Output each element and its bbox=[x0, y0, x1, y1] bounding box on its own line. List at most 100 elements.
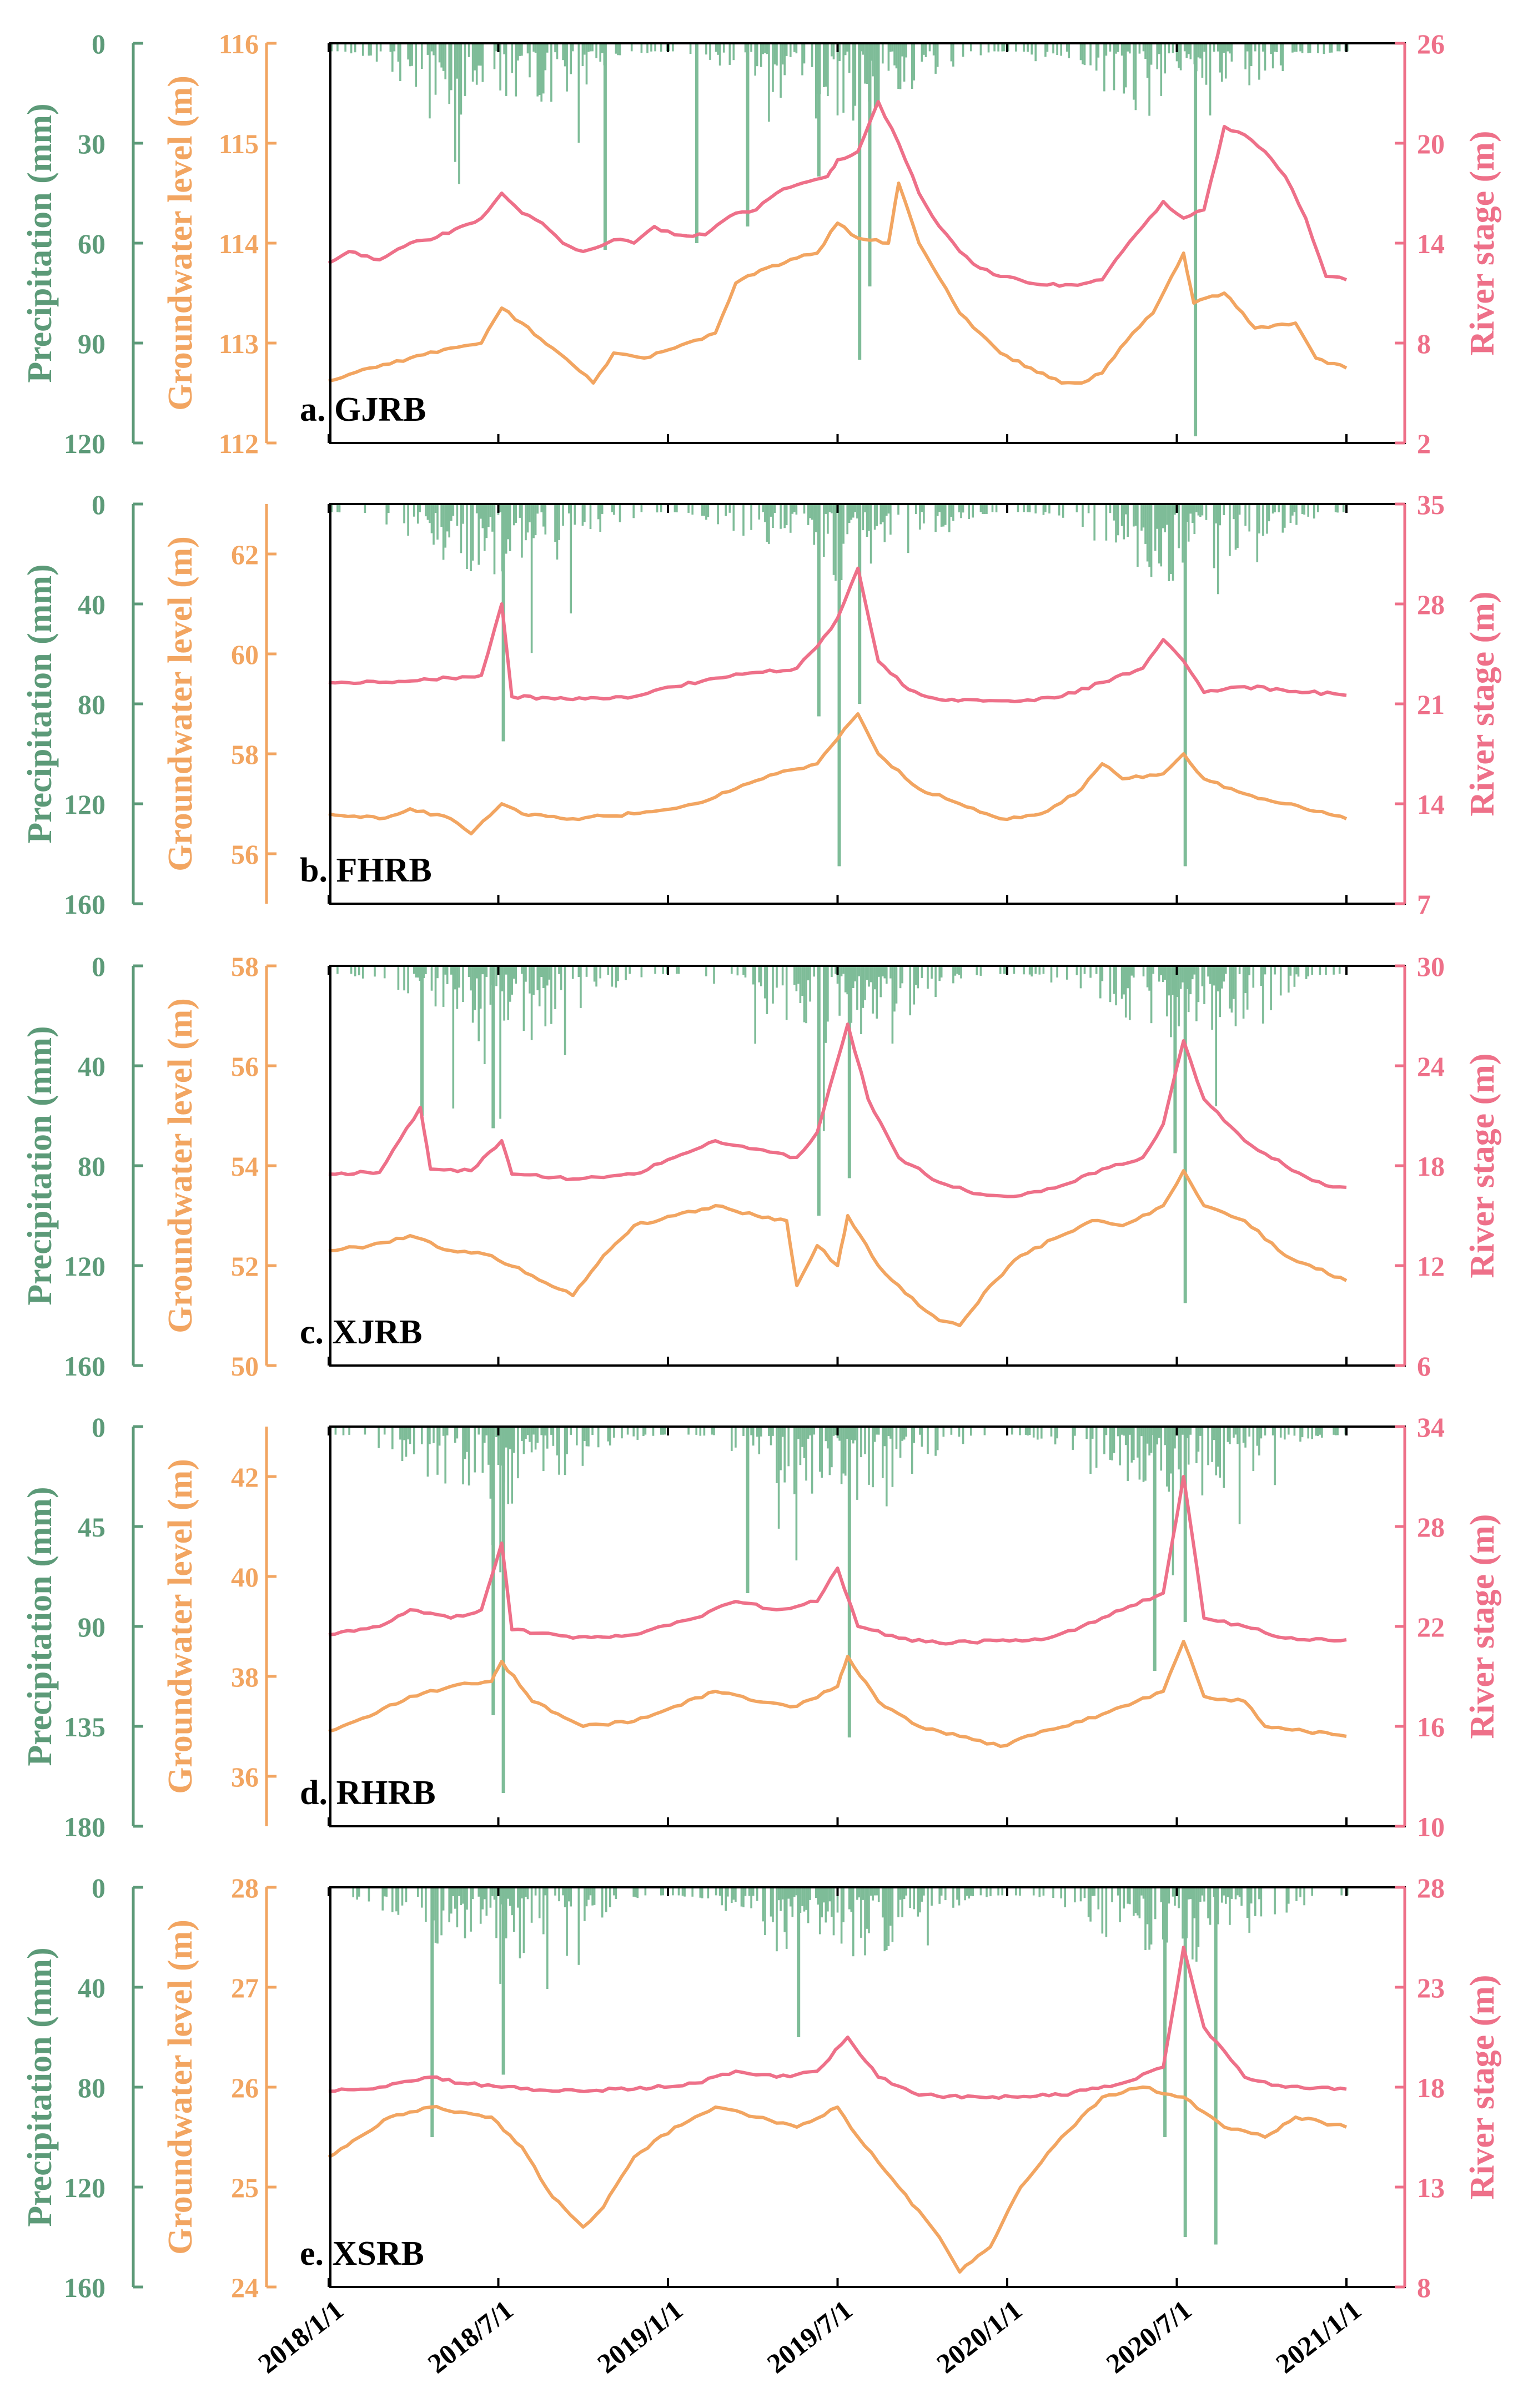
precipitation-bar bbox=[1192, 504, 1194, 523]
precipitation-bar bbox=[558, 504, 560, 540]
precipitation-bar bbox=[1023, 43, 1025, 52]
precipitation-bar bbox=[1238, 966, 1241, 974]
precipitation-bar bbox=[835, 1427, 837, 1435]
precipitation-bar bbox=[454, 1427, 456, 1443]
precipitation-bar bbox=[868, 1427, 870, 1485]
precipitation-bar bbox=[413, 1427, 415, 1454]
precipitation-bar bbox=[462, 504, 464, 524]
precipitation-axis-title: Precipitation (mm) bbox=[21, 1947, 59, 2226]
precipitation-bar bbox=[940, 966, 943, 978]
precipitation-bar bbox=[772, 966, 774, 1004]
precipitation-bar bbox=[936, 1427, 939, 1450]
precipitation-bar bbox=[813, 966, 815, 977]
precipitation-bar bbox=[862, 1887, 864, 1900]
precipitation-bar bbox=[505, 43, 507, 96]
precipitation-bar bbox=[811, 1427, 813, 1494]
precipitation-bar bbox=[852, 1427, 855, 1444]
precipitation-bar bbox=[425, 504, 427, 517]
precipitation-bar bbox=[934, 966, 937, 998]
precipitation-bar bbox=[444, 43, 446, 79]
river-tick-label: 24 bbox=[1417, 1051, 1445, 1082]
precipitation-bar bbox=[750, 1887, 752, 1908]
precipitation-bar bbox=[567, 504, 570, 513]
x-tick-label: 2018/1/1 bbox=[252, 2294, 349, 2380]
precipitation-bar bbox=[1225, 1887, 1227, 1904]
precipitation-bar bbox=[1060, 43, 1062, 56]
precipitation-bar bbox=[1270, 43, 1272, 54]
precipitation-bar bbox=[513, 504, 515, 526]
precipitation-bar bbox=[1229, 966, 1231, 1009]
precipitation-bar bbox=[1293, 966, 1296, 987]
precipitation-bar bbox=[1201, 1887, 1204, 1896]
precipitation-bar bbox=[921, 504, 923, 512]
precipitation-bar bbox=[466, 504, 468, 570]
precipitation-bar bbox=[474, 1427, 476, 1473]
precipitation-bar bbox=[1113, 504, 1115, 521]
precipitation-bar bbox=[470, 966, 472, 991]
precipitation-bar bbox=[1034, 504, 1037, 513]
precipitation-bar bbox=[1120, 966, 1123, 999]
precipitation-bar bbox=[1271, 504, 1274, 514]
precipitation-bar bbox=[1250, 43, 1253, 67]
precipitation-bar bbox=[1133, 1427, 1135, 1460]
precipitation-bar bbox=[889, 966, 892, 979]
precipitation-bar bbox=[1254, 43, 1256, 52]
precipitation-bar bbox=[416, 504, 419, 524]
precipitation-bar bbox=[542, 43, 545, 94]
precipitation-bar bbox=[785, 504, 788, 525]
precipitation-bar bbox=[905, 1887, 907, 1896]
precipitation-bar bbox=[758, 1427, 761, 1454]
precipitation-bar bbox=[1197, 43, 1200, 58]
precipitation-bar bbox=[522, 966, 525, 1031]
precipitation-bar bbox=[828, 1427, 831, 1475]
precipitation-bar bbox=[703, 504, 706, 516]
precipitation-bar bbox=[876, 504, 878, 526]
precipitation-bar bbox=[1175, 966, 1178, 998]
precipitation-bar bbox=[982, 504, 984, 514]
precipitation-bar bbox=[817, 504, 821, 717]
precipitation-bar bbox=[1189, 43, 1192, 59]
precipitation-bar bbox=[1319, 966, 1321, 975]
river-tick-label: 16 bbox=[1417, 1711, 1445, 1742]
precipitation-bar bbox=[1052, 43, 1054, 54]
precipitation-bar bbox=[1156, 1427, 1158, 1445]
precipitation-bar bbox=[776, 1887, 778, 1952]
precipitation-bar bbox=[1248, 43, 1250, 85]
precipitation-bar bbox=[952, 43, 954, 67]
precipitation-bar bbox=[644, 1427, 647, 1435]
precipitation-bar bbox=[705, 966, 707, 976]
precipitation-bar bbox=[391, 1427, 394, 1449]
groundwater-tick-label: 114 bbox=[219, 228, 259, 259]
precipitation-bar bbox=[495, 1427, 497, 1437]
precipitation-bar bbox=[1079, 43, 1082, 61]
precipitation-bar bbox=[752, 1887, 755, 1896]
precipitation-bar bbox=[780, 1427, 782, 1470]
precipitation-bar bbox=[430, 966, 433, 991]
precipitation-bar bbox=[803, 1427, 806, 1458]
precipitation-bar bbox=[399, 43, 401, 81]
precipitation-bar bbox=[1271, 43, 1274, 69]
precipitation-bar bbox=[1148, 504, 1150, 567]
precipitation-bar bbox=[1278, 504, 1280, 512]
precipitation-bar bbox=[1066, 966, 1068, 980]
precipitation-bar bbox=[1095, 43, 1098, 71]
precipitation-bar bbox=[1160, 1887, 1163, 1902]
precipitation-bar bbox=[407, 1427, 409, 1440]
precipitation-bar bbox=[799, 966, 802, 1003]
precipitation-bar bbox=[811, 43, 813, 67]
precipitation-bar bbox=[430, 1887, 434, 2137]
precipitation-bar bbox=[762, 43, 765, 54]
precipitation-bar bbox=[979, 43, 982, 56]
precipitation-bar bbox=[1129, 43, 1131, 54]
precipitation-bar bbox=[1219, 966, 1221, 1017]
precipitation-bar bbox=[701, 504, 703, 516]
precipitation-bar bbox=[1182, 966, 1184, 983]
panel-2: 0 40 80 120 160 Precipitation (mm) 56 58 60 62 Gro… bbox=[21, 489, 1501, 920]
precipitation-bar bbox=[1124, 966, 1127, 1018]
precipitation-bar bbox=[577, 1887, 580, 1965]
precipitation-bar bbox=[1119, 1887, 1121, 1922]
precipitation-bar bbox=[334, 1427, 337, 1435]
precipitation-bar bbox=[1301, 1427, 1304, 1438]
precipitation-bar bbox=[599, 504, 601, 532]
precipitation-bar bbox=[635, 1887, 637, 1897]
